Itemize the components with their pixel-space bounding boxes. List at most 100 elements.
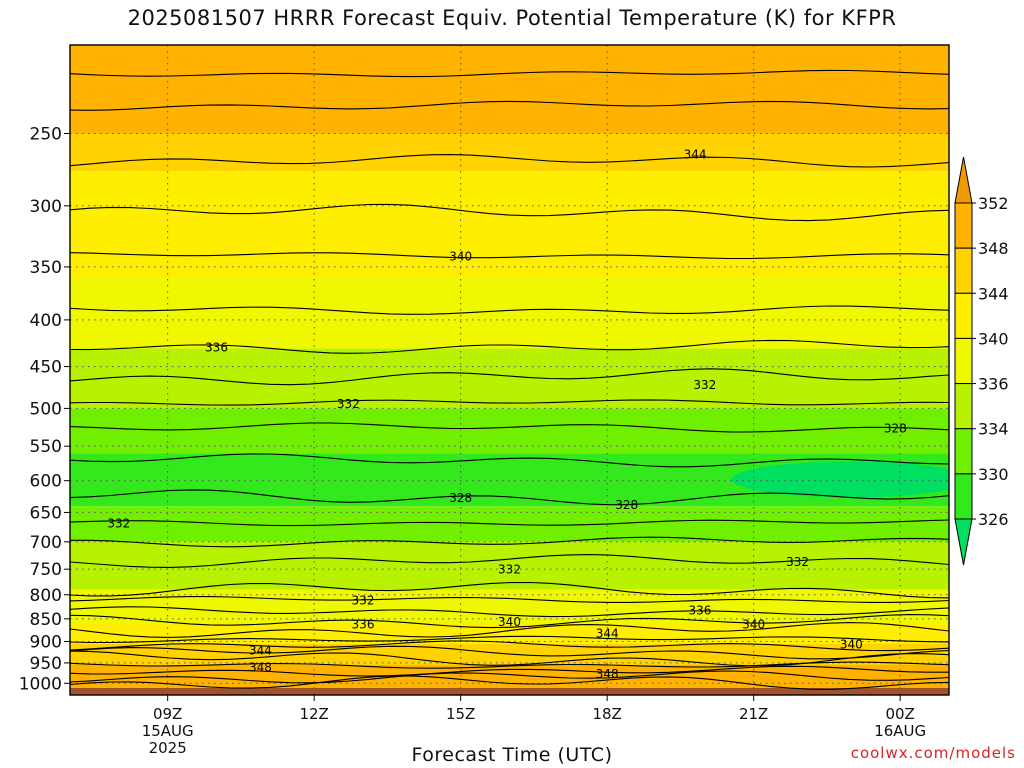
y-tick-label: 1000 — [19, 674, 62, 694]
x-tick-label: 18Z — [592, 705, 621, 723]
contour-line — [70, 252, 949, 260]
colorbar-top-arrow — [954, 156, 973, 204]
x-axis-label: Forecast Time (UTC) — [411, 744, 613, 766]
y-tick-label: 750 — [30, 560, 62, 580]
contour-line — [70, 339, 949, 354]
contour-label: 328 — [884, 422, 907, 436]
contour-line — [70, 614, 949, 629]
x-tick-label: 15AUG — [142, 722, 194, 740]
contour-line — [70, 606, 949, 618]
contour-line — [70, 645, 949, 660]
contour-label-text: 348 — [249, 660, 272, 674]
contour-label-text: 332 — [498, 563, 521, 577]
colorbar-tick-label: 334 — [978, 420, 1009, 439]
contour-label: 348 — [596, 667, 619, 681]
contour-label: 340 — [742, 617, 765, 631]
shading-band-0 — [70, 45, 949, 134]
contour-label: 328 — [615, 498, 638, 512]
colorbar-segment — [954, 202, 973, 249]
credit-text: coolwx.com/models — [850, 744, 1016, 762]
contour-line — [70, 154, 949, 168]
y-tick-label: 700 — [30, 533, 62, 553]
contour-line — [70, 635, 949, 644]
contour-label-text: 348 — [596, 667, 619, 681]
contour-label: 340 — [840, 638, 863, 652]
shading-band-3 — [70, 278, 949, 349]
contour-line — [70, 581, 949, 599]
y-tick-label: 650 — [30, 503, 62, 523]
contour-line — [70, 203, 949, 222]
contour-line — [70, 453, 949, 468]
chart-title: 2025081507 HRRR Forecast Equiv. Potentia… — [127, 6, 897, 30]
y-tick-label: 500 — [30, 399, 62, 419]
shading-band-1 — [70, 133, 949, 172]
colorbar-tick-label: 348 — [978, 239, 1009, 258]
y-tick-label: 350 — [30, 258, 62, 278]
colorbar-tick-label: 330 — [978, 465, 1009, 484]
colorbar-segment — [954, 428, 973, 475]
contour-line — [70, 665, 949, 677]
contour-label-text: 344 — [249, 643, 272, 657]
contour-label-text: 332 — [693, 378, 716, 392]
contour-label: 336 — [688, 603, 711, 617]
contour-label: 344 — [684, 148, 707, 162]
contour-line — [70, 661, 949, 669]
contour-line — [70, 69, 949, 78]
contour-line — [70, 554, 949, 568]
contour-label: 332 — [337, 397, 360, 411]
shading-band-4 — [70, 348, 949, 409]
x-tick-label: 15Z — [446, 705, 475, 723]
colorbar-tick-label: 344 — [978, 284, 1009, 303]
contour-label: 336 — [205, 341, 228, 355]
contour-label: 328 — [449, 491, 472, 505]
shading-band-9 — [70, 589, 949, 624]
contour-label: 336 — [352, 617, 375, 631]
y-tick-label: 900 — [30, 632, 62, 652]
colorbar-bottom-arrow — [954, 518, 973, 566]
contour-label-text: 344 — [684, 148, 707, 162]
colorbar-tick-label: 340 — [978, 329, 1009, 348]
contour-label: 332 — [693, 378, 716, 392]
contour-label-text: 332 — [337, 397, 360, 411]
contour-line — [70, 675, 949, 690]
y-tick-label: 850 — [30, 610, 62, 630]
contour-line — [70, 519, 949, 527]
contour-label-text: 340 — [498, 615, 521, 629]
x-tick-label: 2025 — [149, 739, 187, 757]
contour-label: 340 — [498, 615, 521, 629]
contour-label-text: 336 — [205, 341, 228, 355]
contour-line — [70, 489, 949, 506]
contour-line — [70, 596, 949, 603]
colorbar-tick-label: 352 — [978, 194, 1009, 213]
colorbar-segment — [954, 292, 973, 339]
shading-band-5 — [70, 408, 949, 454]
contour-line — [70, 622, 949, 638]
colorbar-segment — [954, 247, 973, 294]
contour-label: 344 — [249, 643, 272, 657]
contour-line — [70, 368, 949, 386]
colorbar-segment — [954, 473, 973, 520]
contour-label-text: 332 — [786, 555, 809, 569]
contour-label-text: 328 — [615, 498, 638, 512]
contour-label-text: 336 — [352, 617, 375, 631]
plot-frame — [69, 44, 950, 696]
contour-label: 340 — [449, 249, 472, 263]
y-tick-label: 300 — [30, 197, 62, 217]
contour-label-text: 340 — [840, 638, 863, 652]
contour-label-text: 328 — [884, 422, 907, 436]
ground-band — [70, 688, 949, 695]
x-tick-label: 12Z — [299, 705, 328, 723]
y-tick-label: 450 — [30, 358, 62, 378]
contour-label-text: 340 — [449, 249, 472, 263]
contour-line — [70, 305, 949, 315]
shading-core-326 — [731, 461, 949, 498]
contour-label-text: 328 — [449, 491, 472, 505]
contour-line — [70, 640, 949, 652]
colorbar-tick-label: 326 — [978, 510, 1009, 529]
contour-label-text: 340 — [742, 617, 765, 631]
contour-label: 344 — [596, 627, 619, 641]
contour-label: 332 — [498, 563, 521, 577]
y-tick-label: 250 — [30, 124, 62, 144]
y-tick-label: 800 — [30, 586, 62, 606]
